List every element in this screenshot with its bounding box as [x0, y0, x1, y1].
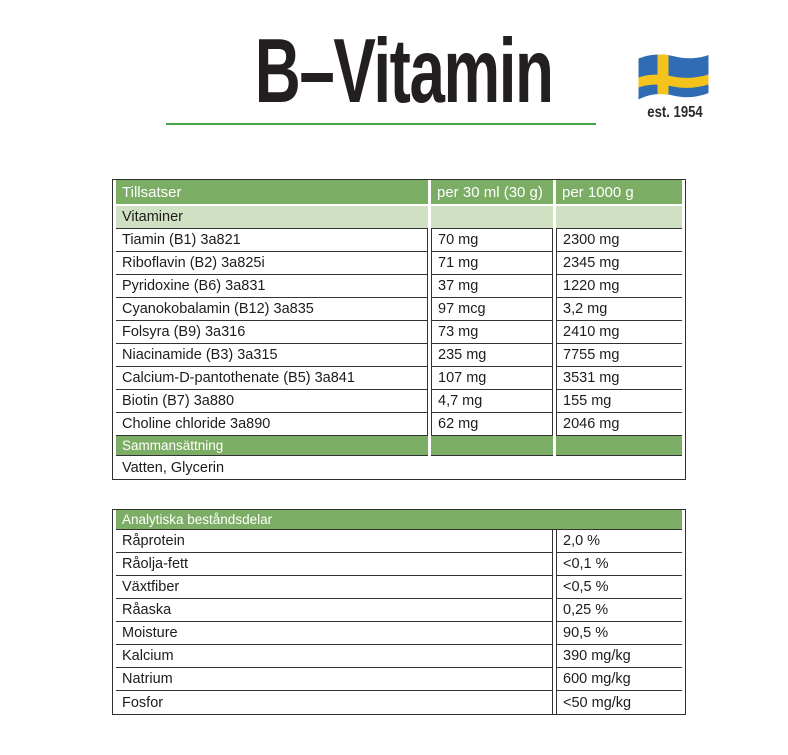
table-row: Moisture 90,5 % [116, 622, 682, 645]
per-1000g-value: 2345 mg [556, 252, 682, 275]
column-header-per-1000g: per 1000 g [556, 180, 682, 206]
constituent-value: 600 mg/kg [556, 668, 682, 691]
constituent-value: 90,5 % [556, 622, 682, 645]
table-row: Cyanokobalamin (B12) 3a835 97 mcg 3,2 mg [116, 298, 682, 321]
table-row: Råprotein 2,0 % [116, 530, 682, 553]
per-30ml-value: 62 mg [431, 413, 553, 436]
additives-table-wrap: Tillsatser per 30 ml (30 g) per 1000 g V… [112, 179, 686, 480]
ingredient-name: Pyridoxine (B6) 3a831 [116, 275, 428, 298]
per-1000g-value: 3,2 mg [556, 298, 682, 321]
constituent-name: Växtfiber [116, 576, 553, 599]
constituent-value: <50 mg/kg [556, 691, 682, 714]
per-1000g-value: 3531 mg [556, 367, 682, 390]
per-30ml-value: 71 mg [431, 252, 553, 275]
vitaminer-section-row: Vitaminer [116, 206, 682, 229]
ingredient-name: Choline chloride 3a890 [116, 413, 428, 436]
additives-table: Tillsatser per 30 ml (30 g) per 1000 g V… [113, 180, 685, 479]
per-30ml-value: 4,7 mg [431, 390, 553, 413]
per-1000g-value: 2410 mg [556, 321, 682, 344]
analytical-table-wrap: Analytiska beståndsdelar Råprotein 2,0 %… [112, 509, 686, 715]
constituent-value: <0,5 % [556, 576, 682, 599]
column-header-per-30ml: per 30 ml (30 g) [431, 180, 553, 206]
per-1000g-value: 2046 mg [556, 413, 682, 436]
swedish-flag-icon [638, 54, 709, 100]
table-row: Natrium 600 mg/kg [116, 668, 682, 691]
section-spacer [556, 206, 682, 229]
table-row: Råolja-fett <0,1 % [116, 553, 682, 576]
constituent-value: 390 mg/kg [556, 645, 682, 668]
per-1000g-value: 155 mg [556, 390, 682, 413]
table-row: Folsyra (B9) 3a316 73 mg 2410 mg [116, 321, 682, 344]
table-row: Riboflavin (B2) 3a825i 71 mg 2345 mg [116, 252, 682, 275]
ingredient-name: Biotin (B7) 3a880 [116, 390, 428, 413]
ingredient-name: Calcium-D-pantothenate (B5) 3a841 [116, 367, 428, 390]
ingredient-name: Folsyra (B9) 3a316 [116, 321, 428, 344]
composition-value-row: Vatten, Glycerin [116, 456, 682, 479]
section-spacer [556, 436, 682, 456]
analytical-table: Analytiska beståndsdelar Råprotein 2,0 %… [113, 510, 685, 714]
ingredient-name: Tiamin (B1) 3a821 [116, 229, 428, 252]
constituent-name: Kalcium [116, 645, 553, 668]
constituent-value: 0,25 % [556, 599, 682, 622]
analytical-header-row: Analytiska beståndsdelar [116, 510, 682, 530]
composition-header-row: Sammansättning [116, 436, 682, 456]
table-row: Tiamin (B1) 3a821 70 mg 2300 mg [116, 229, 682, 252]
constituent-name: Fosfor [116, 691, 553, 714]
ingredient-name: Niacinamide (B3) 3a315 [116, 344, 428, 367]
table-row: Råaska 0,25 % [116, 599, 682, 622]
constituent-value: <0,1 % [556, 553, 682, 576]
section-label: Vitaminer [116, 206, 428, 229]
table-row: Calcium-D-pantothenate (B5) 3a841 107 mg… [116, 367, 682, 390]
section-spacer [431, 436, 553, 456]
per-30ml-value: 37 mg [431, 275, 553, 298]
table-row: Kalcium 390 mg/kg [116, 645, 682, 668]
per-1000g-value: 7755 mg [556, 344, 682, 367]
table-row: Biotin (B7) 3a880 4,7 mg 155 mg [116, 390, 682, 413]
table-row: Fosfor <50 mg/kg [116, 691, 682, 714]
additives-header-row: Tillsatser per 30 ml (30 g) per 1000 g [116, 180, 682, 206]
per-1000g-value: 2300 mg [556, 229, 682, 252]
section-spacer [431, 206, 553, 229]
constituent-value: 2,0 % [556, 530, 682, 553]
constituent-name: Råaska [116, 599, 553, 622]
page-title-wrap: B–Vitamin [10, 26, 788, 117]
per-30ml-value: 235 mg [431, 344, 553, 367]
table-row: Växtfiber <0,5 % [116, 576, 682, 599]
per-30ml-value: 97 mcg [431, 298, 553, 321]
constituent-name: Råolja-fett [116, 553, 553, 576]
composition-value: Vatten, Glycerin [116, 456, 682, 479]
established-year-label: est. 1954 [647, 104, 703, 121]
per-30ml-value: 73 mg [431, 321, 553, 344]
ingredient-name: Riboflavin (B2) 3a825i [116, 252, 428, 275]
composition-header-label: Sammansättning [116, 436, 428, 456]
constituent-name: Råprotein [116, 530, 553, 553]
column-header-tillsatser: Tillsatser [116, 180, 428, 206]
table-row: Pyridoxine (B6) 3a831 37 mg 1220 mg [116, 275, 682, 298]
per-30ml-value: 107 mg [431, 367, 553, 390]
table-row: Choline chloride 3a890 62 mg 2046 mg [116, 413, 682, 436]
per-1000g-value: 1220 mg [556, 275, 682, 298]
per-30ml-value: 70 mg [431, 229, 553, 252]
title-underline [166, 123, 596, 125]
constituent-name: Moisture [116, 622, 553, 645]
table-row: Niacinamide (B3) 3a315 235 mg 7755 mg [116, 344, 682, 367]
ingredient-name: Cyanokobalamin (B12) 3a835 [116, 298, 428, 321]
constituent-name: Natrium [116, 668, 553, 691]
analytical-header-label: Analytiska beståndsdelar [116, 510, 682, 530]
page-title: B–Vitamin [255, 21, 554, 122]
